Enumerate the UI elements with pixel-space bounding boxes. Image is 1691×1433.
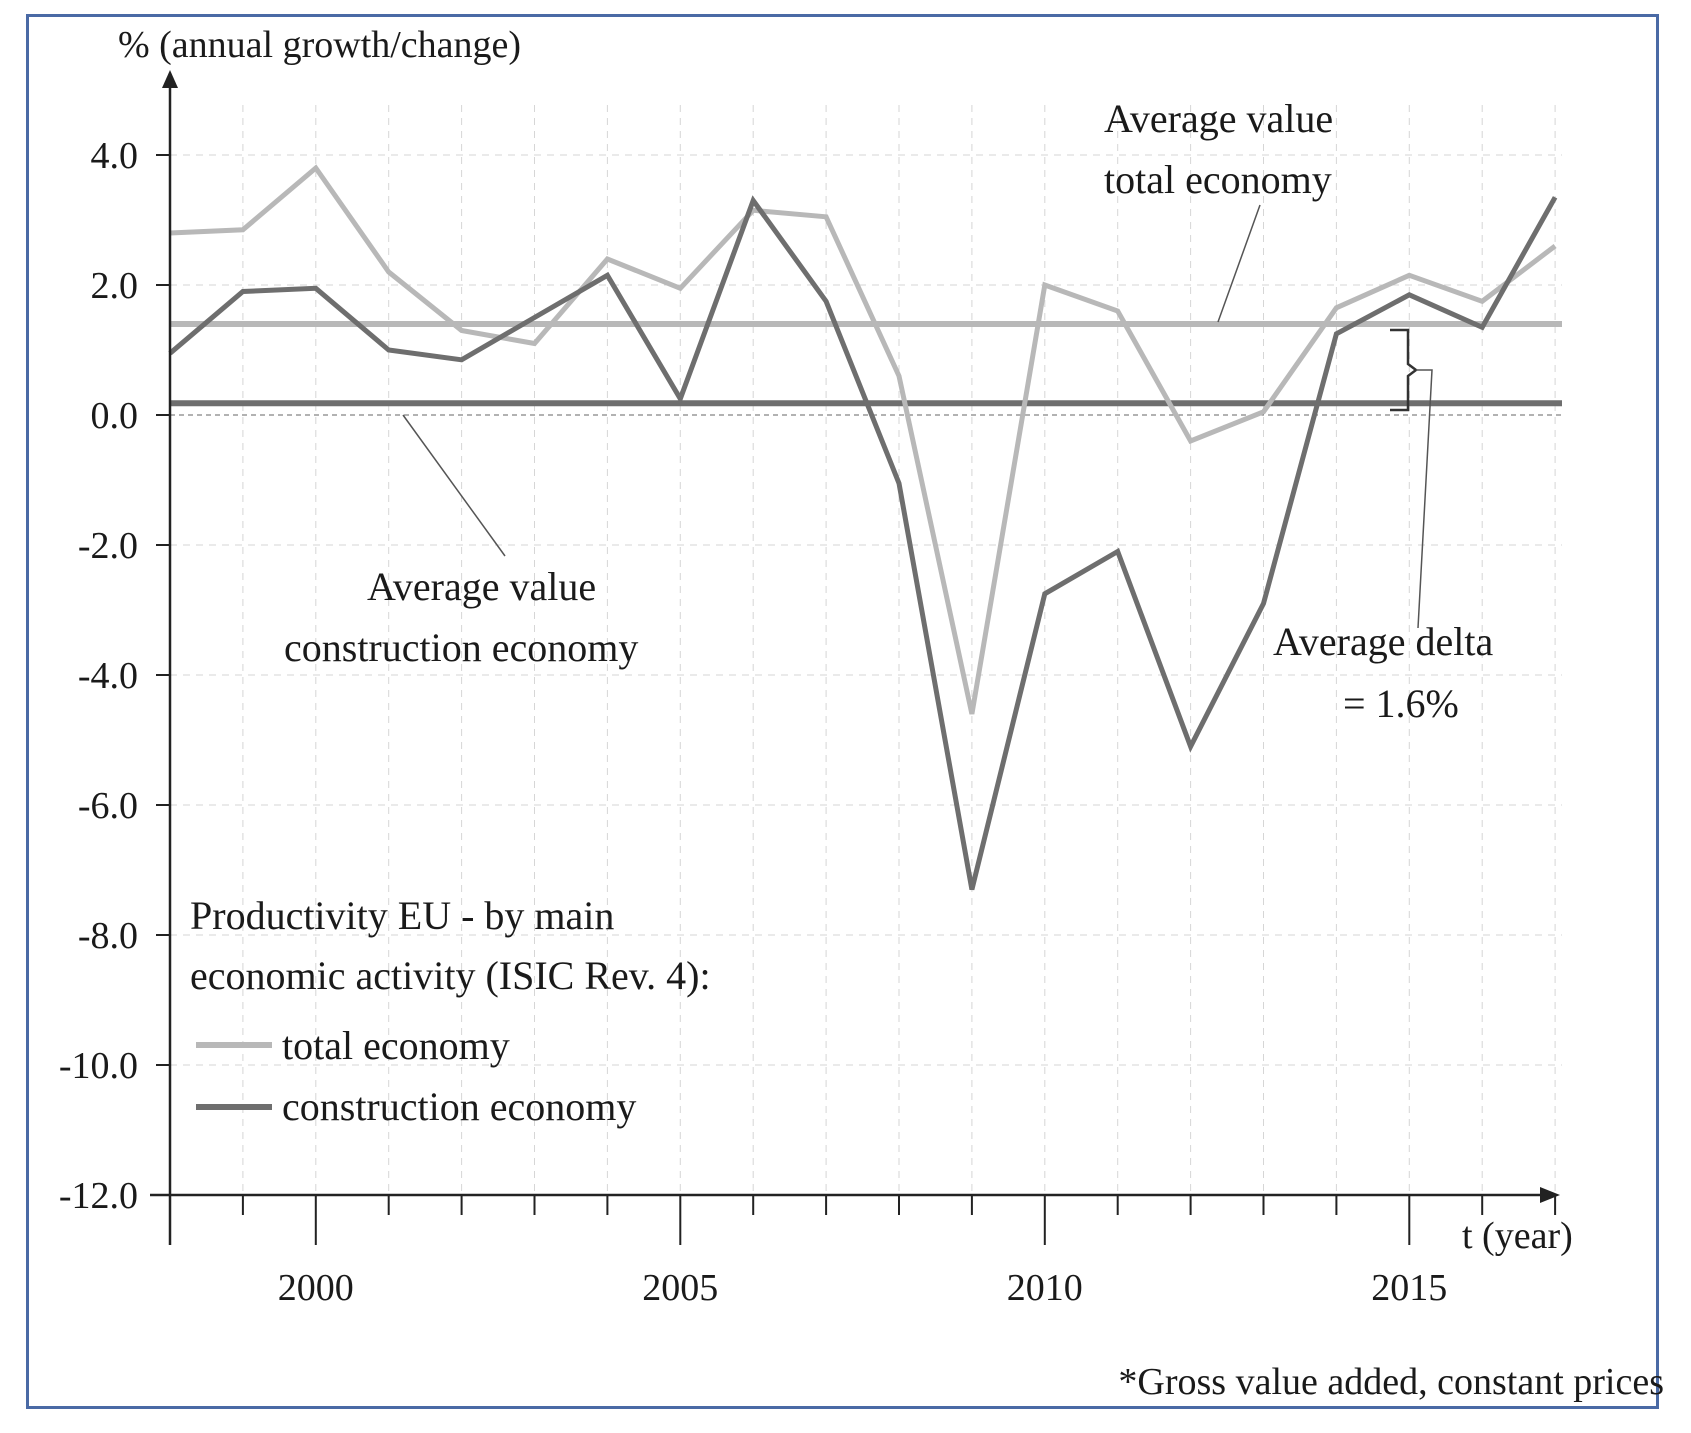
y-tick-label: -8.0	[78, 915, 138, 957]
delta-label-line1: Average delta	[1273, 619, 1493, 664]
delta-label-line2: = 1.6%	[1343, 681, 1459, 726]
y-tick-label: 4.0	[91, 135, 139, 177]
x-tick-label: 2015	[1371, 1267, 1447, 1309]
legend-title-line2: economic activity (ISIC Rev. 4):	[190, 953, 711, 998]
tick-labels: 4.0 2.0 0.0 -2.0 -4.0 -6.0 -8.0 -10.0 -12.0 2000 2…	[59, 135, 1447, 1309]
x-axis-title: t (year)	[1462, 1215, 1573, 1257]
avg-construction-label-line2: construction economy	[284, 625, 638, 670]
avg-total-label-line2: total economy	[1104, 157, 1332, 202]
series-line-construction-economy	[168, 195, 1558, 891]
avg-total-leader-line	[1217, 204, 1261, 323]
y-tick-label: -6.0	[78, 785, 138, 827]
avg-construction-leader-line	[402, 414, 506, 557]
chart-frame	[26, 14, 1659, 1409]
average-lines	[170, 321, 1562, 407]
y-tick-label: 2.0	[91, 265, 139, 307]
delta-bracket	[1390, 328, 1419, 412]
grid-lines	[170, 105, 1562, 1195]
y-axis-title: % (annual growth/change)	[118, 24, 521, 66]
y-tick-label: -2.0	[78, 525, 138, 567]
legend-title-line1: Productivity EU - by main	[190, 893, 614, 938]
x-tick-label: 2000	[278, 1267, 354, 1309]
x-tick-label: 2005	[642, 1267, 718, 1309]
legend-label-construction: construction economy	[282, 1084, 636, 1129]
y-tick-label: 0.0	[91, 395, 139, 437]
avg-construction-label-line1: Average value	[367, 564, 596, 609]
delta-leader-line	[1416, 369, 1433, 629]
y-axis-arrow	[162, 70, 178, 88]
legend-label-total: total economy	[282, 1023, 510, 1068]
legend: Productivity EU - by main economic activ…	[190, 893, 711, 1129]
series-lines	[168, 164, 1558, 891]
x-tick-label: 2010	[1007, 1267, 1083, 1309]
x-axis-arrow	[1540, 1187, 1560, 1203]
y-tick-label: -10.0	[59, 1045, 138, 1087]
avg-total-label-line1: Average value	[1104, 96, 1333, 141]
series-line-total-economy	[169, 164, 1557, 715]
y-tick-label: -4.0	[78, 655, 138, 697]
footnote: *Gross value added, constant prices	[1118, 1361, 1664, 1403]
axes	[150, 70, 1560, 1245]
y-tick-label: -12.0	[59, 1175, 138, 1217]
